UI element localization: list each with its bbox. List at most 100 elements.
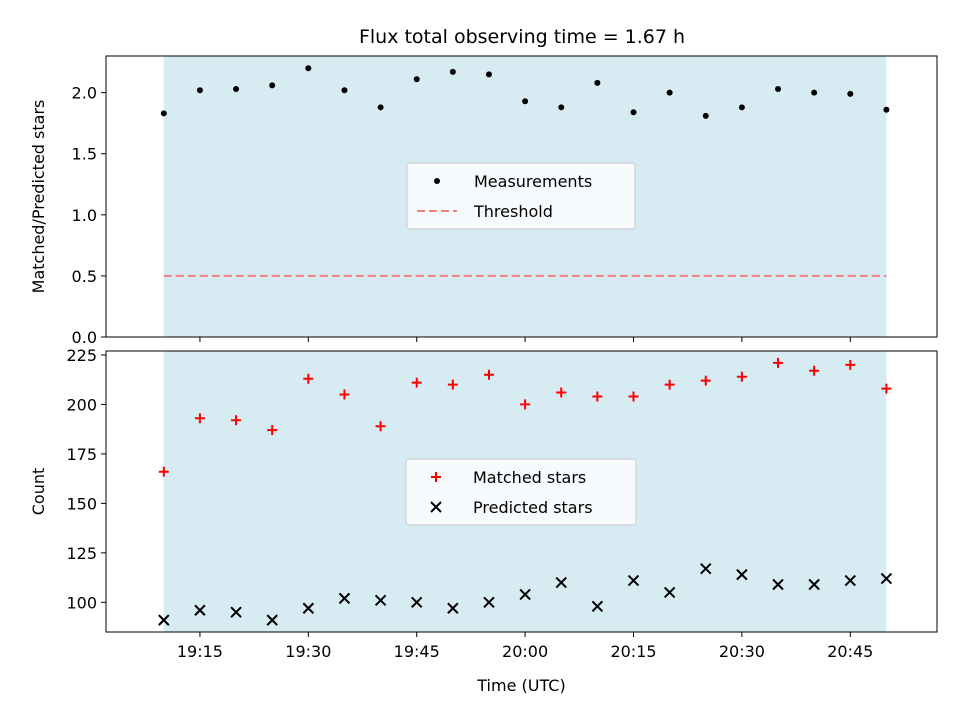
y-tick-label: 0.5 — [72, 267, 97, 286]
predicted-star-point — [591, 600, 604, 612]
x-tick-label: 20:00 — [502, 642, 548, 661]
legend-label: Threshold — [473, 202, 553, 221]
matched-star-point — [773, 357, 784, 368]
legend-box — [406, 162, 636, 230]
x-tick-label: 20:45 — [827, 642, 873, 661]
predicted-star-point — [663, 586, 676, 599]
matched-star-point — [628, 391, 639, 402]
predicted-star-point — [194, 604, 206, 616]
y-tick-label: 2.0 — [72, 84, 97, 103]
measurement-point — [811, 89, 818, 96]
x-tick-label: 19:45 — [394, 642, 440, 661]
matched-star-point — [447, 379, 458, 390]
axes-frame — [105, 350, 938, 633]
y-tick-label: 125 — [66, 544, 97, 563]
measurement-point — [666, 89, 673, 96]
measurement-point — [413, 76, 420, 83]
matched-star-point — [664, 379, 675, 390]
y-tick-label: 1.5 — [72, 145, 97, 164]
matched-star-point — [520, 399, 531, 410]
predicted-star-point — [374, 594, 387, 607]
legend-label: Matched stars — [473, 468, 586, 487]
measurement-point — [449, 68, 456, 75]
y-tick-label: 200 — [66, 395, 97, 414]
matched-star-point — [845, 359, 856, 370]
matched-star-point — [339, 389, 350, 400]
chart-title: Flux total observing time = 1.67 h — [359, 26, 685, 48]
legend-box — [405, 458, 637, 526]
matched-star-point — [881, 383, 892, 394]
legend: Matched stars Predicted stars — [405, 458, 637, 526]
legend-measurement-marker — [434, 178, 440, 184]
measurement-point — [196, 87, 203, 94]
measurement-point — [738, 104, 745, 111]
x-tick-label: 20:15 — [610, 642, 656, 661]
predicted-star-point — [519, 588, 531, 601]
measurement-point — [160, 110, 167, 117]
bottom-panel: 100 125 150 175 200 225 19:15 19:30 19:45 20:00 20… — [29, 346, 938, 695]
measurement-point — [847, 90, 854, 97]
top-panel: 0.0 0.5 1.0 1.5 2.0 Matched/Predicted stars Me… — [29, 55, 938, 347]
predicted-star-point — [411, 596, 423, 609]
legend: Measurements Threshold — [406, 162, 636, 230]
predicted-star-point — [772, 578, 784, 591]
predicted-star-point — [483, 596, 495, 609]
x-tick-label: 19:30 — [285, 642, 331, 661]
legend-predicted-marker — [430, 501, 442, 513]
legend-label: Predicted stars — [473, 498, 593, 517]
measurement-point — [485, 71, 492, 78]
measurement-point — [522, 98, 529, 105]
predicted-star-point — [230, 606, 242, 618]
matched-star-point — [700, 375, 711, 386]
measurement-point — [341, 87, 348, 94]
matched-star-point — [375, 421, 386, 432]
y-axis-label: Matched/Predicted stars — [29, 100, 48, 294]
x-tick-label: 20:30 — [719, 642, 765, 661]
y-axis-label: Count — [29, 468, 48, 516]
matched-star-point — [231, 415, 242, 426]
matched-star-point — [592, 391, 603, 402]
predicted-star-point — [158, 614, 170, 626]
predicted-star-point — [808, 578, 820, 591]
matched-star-point — [809, 365, 820, 376]
matched-star-point — [411, 377, 422, 388]
measurement-point — [775, 85, 782, 92]
measurement-point — [377, 104, 384, 111]
y-tick-label: 225 — [66, 346, 97, 365]
measurement-point — [233, 85, 240, 92]
legend-matched-marker — [431, 472, 441, 482]
measurement-point — [883, 106, 890, 113]
y-tick-label: 100 — [66, 593, 97, 612]
y-tick-label: 1.0 — [72, 206, 97, 225]
measurement-point — [269, 82, 276, 89]
predicted-star-point — [700, 562, 712, 575]
predicted-star-point — [555, 576, 567, 589]
measurement-point — [702, 112, 709, 119]
measurement-point — [594, 79, 601, 86]
predicted-star-point — [844, 574, 856, 587]
predicted-star-point — [736, 568, 748, 581]
predicted-star-point — [302, 602, 315, 614]
y-tick-label: 150 — [66, 494, 97, 513]
y-tick-label: 0.0 — [72, 328, 97, 347]
matched-star-point — [194, 413, 205, 424]
x-tick-label: 19:15 — [177, 642, 223, 661]
y-tick-label: 175 — [66, 445, 97, 464]
predicted-star-point — [338, 592, 351, 605]
legend-label: Measurements — [474, 172, 592, 191]
predicted-star-point — [266, 614, 278, 626]
matched-star-point — [158, 466, 169, 477]
matched-star-point — [736, 371, 747, 382]
predicted-star-point — [880, 572, 893, 585]
axes-frame — [105, 55, 938, 338]
predicted-star-point — [447, 602, 459, 614]
x-axis-label: Time (UTC) — [476, 676, 565, 695]
matched-star-point — [556, 387, 567, 398]
matched-star-point — [483, 369, 494, 380]
measurement-point — [305, 65, 312, 72]
measurement-point — [630, 109, 637, 116]
matched-star-point — [303, 373, 314, 384]
matched-star-point — [267, 425, 278, 436]
predicted-star-point — [627, 574, 640, 587]
